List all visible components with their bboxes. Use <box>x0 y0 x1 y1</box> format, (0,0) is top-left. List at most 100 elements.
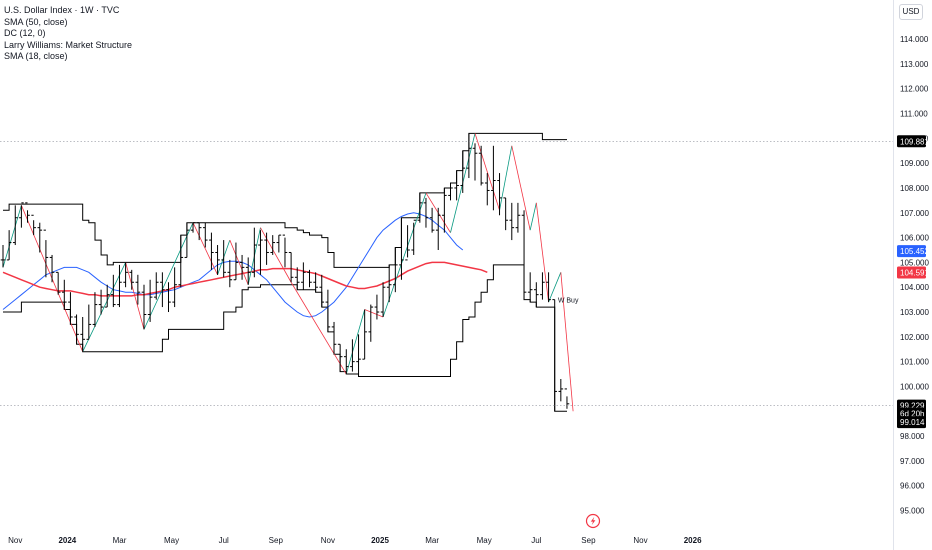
annotation-label: W Buy <box>558 298 579 305</box>
time-tick-label: Mar <box>425 536 439 545</box>
ohlc-bar <box>135 274 141 305</box>
ohlc-bar <box>484 173 490 206</box>
price-tick-label: 105.000 <box>900 258 929 267</box>
ohlc-bar <box>190 222 196 233</box>
price-tick-label: 113.000 <box>900 60 929 69</box>
price-tag: 99.014 <box>897 416 926 429</box>
price-tick-label: 106.000 <box>900 234 929 243</box>
indicator-market-structure[interactable]: Larry Williams: Market Structure <box>4 39 133 50</box>
ohlc-bar <box>356 334 361 377</box>
ohlc-bar <box>98 289 104 315</box>
time-tick-label: Nov <box>8 536 22 545</box>
ohlc-bar <box>435 207 441 250</box>
ohlc-bar <box>343 349 349 375</box>
ohlc-bar <box>123 262 128 288</box>
ohlc-bar <box>31 214 36 236</box>
svg-text:6d 20h: 6d 20h <box>900 410 924 419</box>
ohlc-bar <box>264 232 269 265</box>
structure-segment <box>474 133 500 211</box>
structure-segment <box>229 239 249 285</box>
ohlc-bar <box>221 240 226 278</box>
ohlc-bar <box>86 304 92 340</box>
structure-segment <box>2 205 22 268</box>
price-tag: 105.452 <box>897 245 929 258</box>
ohlc-bar <box>337 343 343 372</box>
ohlc-bar <box>331 321 337 355</box>
currency-button[interactable]: USD <box>899 4 923 20</box>
structure-segment <box>499 145 513 211</box>
price-tick-label: 96.000 <box>900 482 925 491</box>
indicator-sma-50[interactable]: SMA (50, close) <box>4 16 68 27</box>
price-tag: 109.881 <box>0 135 929 148</box>
symbol-title[interactable]: U.S. Dollar Index · 1W · TVC <box>4 5 120 15</box>
ohlc-bar <box>534 282 539 308</box>
donchian-lower <box>3 264 567 412</box>
ohlc-bar <box>178 235 184 288</box>
ohlc-bar <box>153 272 159 300</box>
ohlc-bar <box>558 379 564 402</box>
ohlc-bar <box>521 210 527 300</box>
donchian-channel <box>3 132 567 412</box>
ohlc-bar <box>288 251 294 283</box>
svg-text:99.014: 99.014 <box>900 418 925 427</box>
price-tick-label: 95.000 <box>900 507 925 516</box>
structure-segment <box>511 145 531 231</box>
ohlc-bar <box>172 267 177 308</box>
price-tick-label: 108.000 <box>900 184 929 193</box>
ohlc-bar <box>301 262 306 290</box>
svg-text:99.229: 99.229 <box>900 402 925 411</box>
ohlc-bar <box>245 257 251 285</box>
ohlc-bar <box>43 229 49 278</box>
price-tick-label: 112.000 <box>900 85 929 94</box>
ohlc-bar <box>276 234 282 253</box>
indicator-sma-18[interactable]: SMA (18, close) <box>4 51 68 62</box>
price-tick-label: 98.000 <box>900 432 925 441</box>
structure-segment <box>192 222 218 275</box>
ohlc-bar <box>454 170 459 201</box>
structure-segment <box>529 202 537 231</box>
price-tick-label: 104.000 <box>900 283 929 292</box>
ohlc-bar <box>227 259 233 288</box>
price-tick-label: 97.000 <box>900 457 925 466</box>
ohlc-bar <box>429 207 435 233</box>
ohlc-bar <box>319 274 325 308</box>
time-tick-label: 2026 <box>684 536 702 545</box>
ohlc-bar <box>258 230 263 275</box>
ohlc-bar <box>399 217 404 280</box>
ohlc-bar <box>0 245 6 268</box>
time-tick-label: Sep <box>581 536 596 545</box>
indicator-donchian[interactable]: DC (12, 0) <box>4 28 46 39</box>
time-tick-label: May <box>164 536 179 545</box>
ohlc-bar <box>350 339 355 372</box>
ohlc-bar <box>215 245 220 275</box>
ohlc-bar <box>405 225 410 261</box>
time-tick-label: 2025 <box>371 536 389 545</box>
time-tick-label: Nov <box>633 536 647 545</box>
price-tag: 99.229 <box>0 399 926 412</box>
time-tick-label: 2024 <box>58 536 76 545</box>
ohlc-bar <box>472 143 478 181</box>
ohlc-bar <box>19 202 24 228</box>
ohlc-bar <box>423 197 429 228</box>
ohlc-bar <box>49 254 55 283</box>
sma-50-path <box>2 212 464 318</box>
time-axis[interactable]: Nov 2024 Mar May Jul Sep Nov 2025 Mar May Jul Sep No… <box>8 536 702 545</box>
time-tick-label: Jul <box>531 536 541 545</box>
price-tick-label: 109.000 <box>900 159 929 168</box>
price-tick-label: 100.000 <box>900 382 929 391</box>
ohlc-bar <box>239 254 245 280</box>
ohlc-bar <box>166 282 171 313</box>
structure-segment <box>382 192 427 318</box>
structure-segment <box>290 282 347 375</box>
ohlc-bar <box>411 219 417 255</box>
ohlc-bar <box>92 292 98 327</box>
lightning-icon[interactable] <box>585 513 601 529</box>
ohlc-bar <box>233 242 239 281</box>
svg-text:109.881: 109.881 <box>900 137 929 146</box>
ohlc-bar <box>12 205 18 246</box>
ohlc-bar <box>564 388 570 409</box>
ohlc-bar <box>25 202 30 223</box>
ohlc-bar <box>386 264 392 303</box>
ohlc-bar <box>307 269 312 288</box>
